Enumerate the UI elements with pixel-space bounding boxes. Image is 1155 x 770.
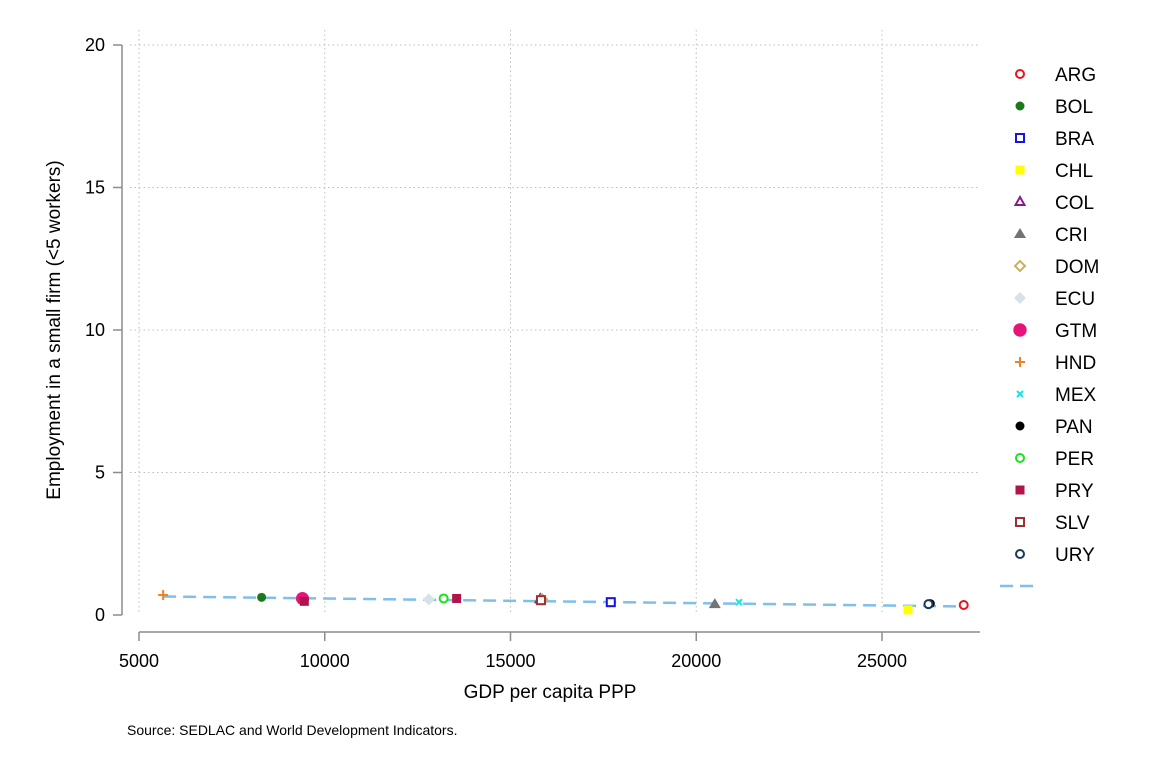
x-tick-label: 10000	[300, 651, 350, 671]
legend-label: GTM	[1055, 321, 1097, 342]
legend-item-col: COL	[1013, 193, 1094, 214]
fit-line	[163, 595, 964, 608]
legend-marker	[1015, 133, 1025, 143]
legend-item-pan: PAN	[1015, 417, 1093, 438]
data-point-bra	[605, 597, 616, 608]
legend-label: PRY	[1055, 481, 1094, 502]
legend-label: PAN	[1055, 417, 1093, 438]
fit-line-path	[163, 595, 964, 608]
legend-item-bol: BOL	[1015, 97, 1093, 118]
legend-marker	[1015, 485, 1025, 495]
legend-item-ury: URY	[1015, 545, 1095, 566]
legend-marker	[1015, 69, 1025, 79]
x-tick-label: 25000	[857, 651, 907, 671]
data-point-arg	[958, 600, 969, 611]
legend-marker	[1015, 421, 1025, 431]
legend-label: PER	[1055, 449, 1094, 470]
grid-lines	[130, 30, 980, 615]
legend-label: ECU	[1055, 289, 1095, 310]
legend-marker	[1013, 259, 1027, 273]
legend-item-cri: CRI	[1014, 225, 1088, 246]
legend-marker	[1015, 453, 1025, 463]
x-tick-label: 20000	[671, 651, 721, 671]
y-tick-label: 10	[85, 320, 105, 340]
data-point-bol	[257, 592, 267, 602]
legend-marker	[1013, 323, 1027, 337]
legend-marker	[1014, 228, 1026, 238]
y-tick-label: 15	[85, 178, 105, 198]
legend-item-mex: MEX	[1016, 385, 1097, 406]
legend-label: ARG	[1055, 65, 1096, 86]
data-point-chl	[903, 605, 913, 615]
legend-label: URY	[1055, 545, 1095, 566]
legend-label: CHL	[1055, 161, 1093, 182]
legend-label: BOL	[1055, 97, 1093, 118]
legend-item-gtm: GTM	[1013, 321, 1097, 342]
legend-label: HND	[1055, 353, 1096, 374]
data-point-slv	[535, 595, 546, 606]
legend-marker	[1013, 194, 1027, 206]
legend-marker	[1014, 292, 1026, 304]
legend-marker	[1015, 101, 1025, 111]
y-tick-label: 20	[85, 35, 105, 55]
legend-label: MEX	[1055, 385, 1097, 406]
legend-label: BRA	[1055, 129, 1094, 150]
legend-marker	[1015, 549, 1025, 559]
data-point-ury	[923, 599, 934, 610]
y-axis-title: Employment in a small firm (<5 workers)	[44, 160, 65, 499]
legend-item-hnd: HND	[1015, 353, 1096, 374]
tick-labels: 0 5 10 15 20 5000 10000 15000 20000 25000	[85, 35, 907, 671]
legend-marker	[1015, 517, 1025, 527]
data-point-per	[438, 593, 449, 604]
legend-label: SLV	[1055, 513, 1090, 534]
legend-item-bra: BRA	[1015, 129, 1094, 150]
data-points	[158, 590, 969, 615]
legend-label: DOM	[1055, 257, 1099, 278]
legend-marker	[1016, 390, 1024, 398]
legend: ARG BOL BRA CHL COL CRI DOM ECU GTM HND MEX PAN PER P…	[1000, 65, 1099, 588]
y-tick-label: 0	[95, 605, 105, 625]
source-note: Source: SEDLAC and World Development Ind…	[127, 722, 457, 738]
data-point-pry	[452, 593, 462, 603]
x-tick-label: 15000	[485, 651, 535, 671]
legend-item-slv: SLV	[1015, 513, 1090, 534]
legend-item-arg: ARG	[1015, 65, 1096, 86]
legend-item-per: PER	[1015, 449, 1094, 470]
x-axis-title: GDP per capita PPP	[464, 682, 637, 703]
axes	[113, 44, 980, 641]
x-tick-label: 5000	[119, 651, 159, 671]
data-point-cri	[708, 598, 721, 609]
legend-item-dom: DOM	[1013, 257, 1099, 278]
y-tick-label: 5	[95, 463, 105, 483]
data-point-ecu	[422, 593, 435, 606]
data-point-pry	[299, 596, 309, 606]
legend-item-chl: CHL	[1015, 161, 1093, 182]
legend-marker	[1015, 165, 1025, 175]
data-point-hnd	[158, 590, 169, 601]
legend-label: CRI	[1055, 225, 1088, 246]
legend-marker	[1015, 357, 1025, 367]
data-point-mex	[735, 598, 743, 606]
legend-label: COL	[1055, 193, 1094, 214]
legend-item-pry: PRY	[1015, 481, 1094, 502]
legend-item-ecu: ECU	[1014, 289, 1095, 310]
